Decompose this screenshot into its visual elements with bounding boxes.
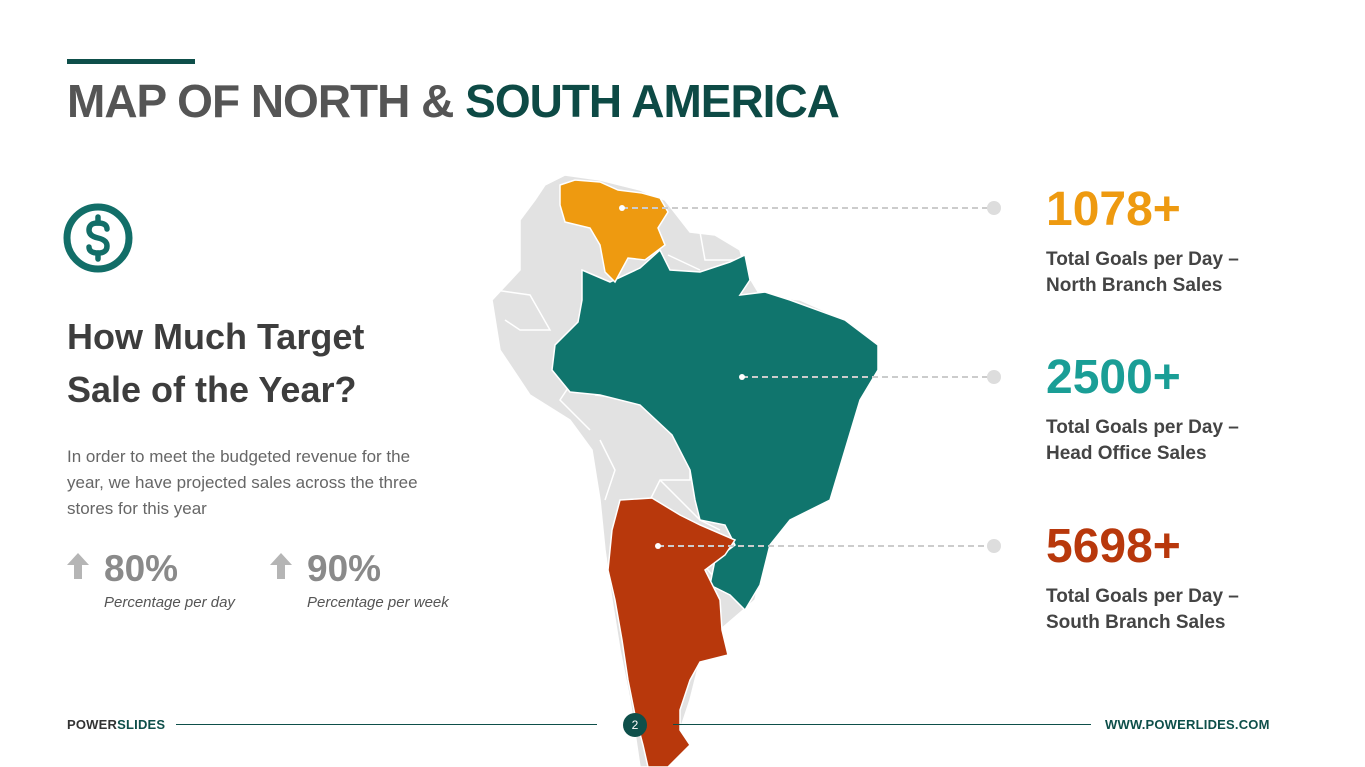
metric-label: Total Goals per Day – North Branch Sales <box>1046 247 1239 299</box>
arrow-up-icon <box>67 553 89 579</box>
page-title-part2: SOUTH AMERICA <box>465 75 840 127</box>
stat-label: Percentage per day <box>104 594 235 611</box>
metric-value: 2500+ <box>1046 351 1181 404</box>
section-heading: How Much Target Sale of the Year? <box>67 316 365 410</box>
metric-label-line1: Total Goals per Day – <box>1046 249 1239 270</box>
metric-label-line2: Head Office Sales <box>1046 443 1207 464</box>
title-accent-bar <box>67 59 195 64</box>
metric-value: 5698+ <box>1046 520 1181 573</box>
section-description: In order to meet the budgeted revenue fo… <box>67 447 418 518</box>
metric-label-line2: South Branch Sales <box>1046 612 1226 633</box>
page-title: MAP OF NORTH & SOUTH AMERICA <box>67 74 840 128</box>
page-number: 2 <box>623 713 647 737</box>
footer-brand-part2: SLIDES <box>117 717 166 732</box>
page-title-part1: MAP OF NORTH & <box>67 75 466 127</box>
footer-url[interactable]: WWW.POWERLIDES.COM <box>1105 717 1270 732</box>
metric-label-line1: Total Goals per Day – <box>1046 586 1239 607</box>
stat-value: 90% <box>307 548 382 589</box>
metric-label: Total Goals per Day – South Branch Sales <box>1046 584 1239 636</box>
stat-label: Percentage per week <box>307 594 449 611</box>
map-region-argentina <box>607 497 737 767</box>
footer-brand-part1: POWER <box>67 717 118 732</box>
metric-label-line1: Total Goals per Day – <box>1046 417 1239 438</box>
metric-south-branch: 5698+ Total Goals per Day – South Branch… <box>1046 520 1239 636</box>
stat-value: 80% <box>104 548 179 589</box>
metric-value: 1078+ <box>1046 183 1181 236</box>
metric-north-branch: 1078+ Total Goals per Day – North Branch… <box>1046 183 1239 299</box>
footer-divider-left <box>176 724 597 725</box>
metric-head-office: 2500+ Total Goals per Day – Head Office … <box>1046 351 1239 467</box>
arrow-up-icon <box>270 553 292 579</box>
metric-label: Total Goals per Day – Head Office Sales <box>1046 415 1239 467</box>
map-region-venezuela <box>559 179 669 284</box>
dollar-circle-icon <box>63 203 133 273</box>
footer-divider-right <box>673 724 1091 725</box>
footer-brand: POWERSLIDES <box>67 717 165 732</box>
metric-label-line2: North Branch Sales <box>1046 275 1223 296</box>
